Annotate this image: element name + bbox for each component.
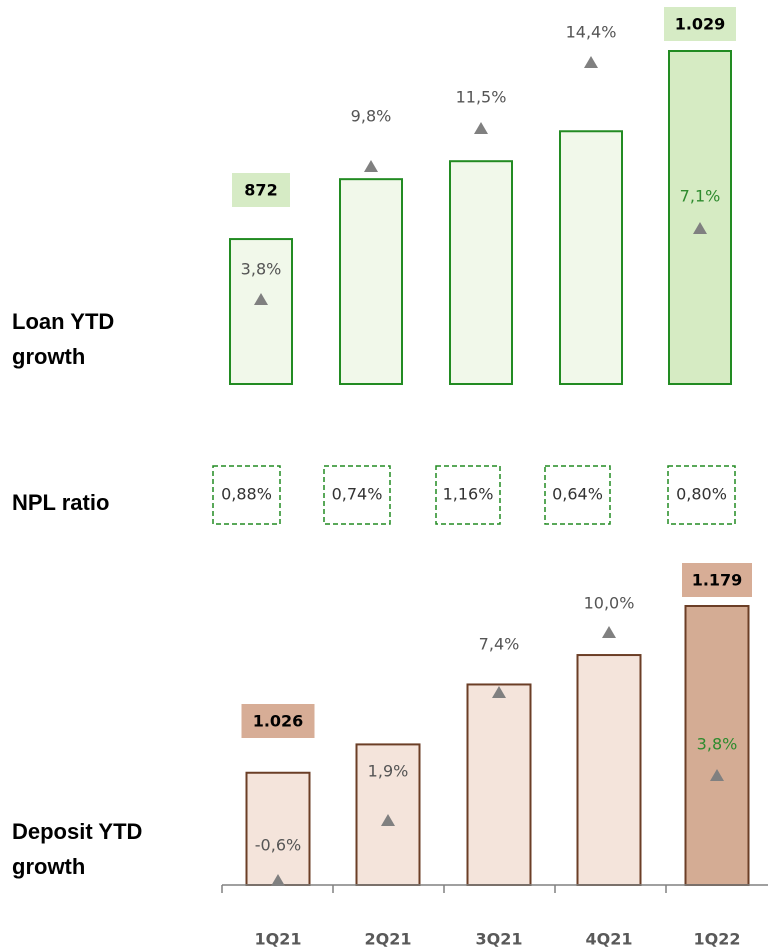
growth-label: 3,8% [697,735,738,754]
growth-label: 7,1% [680,187,721,206]
growth-label: 14,4% [566,23,617,42]
npl-label: 0,80% [676,485,727,504]
growth-label: 9,8% [351,107,392,126]
bar [229,238,293,385]
x-tick-label: 1Q21 [255,930,302,949]
value-label: 1.026 [253,712,304,731]
up-arrow [271,874,285,886]
up-arrow [710,769,724,781]
up-arrow [474,122,488,134]
x-tick-label: 3Q21 [476,930,523,949]
npl-box [435,465,501,525]
up-arrow [381,814,395,826]
growth-label: 3,8% [241,260,282,279]
npl-box [323,465,391,525]
npl-label: 0,74% [332,485,383,504]
growth-label: -0,6% [255,836,301,855]
growth-label: 1,9% [368,762,409,781]
npl-box [667,465,736,525]
bar [339,178,403,385]
npl-label: 0,64% [552,485,603,504]
up-arrow [693,222,707,234]
growth-label: 7,4% [479,635,520,654]
x-tick-label: 2Q21 [365,930,412,949]
growth-label: 11,5% [456,88,507,107]
value-label: 1.029 [675,15,726,34]
bar [576,654,642,886]
up-arrow [254,293,268,305]
npl-box [212,465,281,525]
value-label-box [664,7,736,41]
bar [668,50,732,385]
bar [684,605,750,886]
up-arrow [602,626,616,638]
value-label-box [241,704,315,738]
bar [559,130,623,385]
npl-label: 0,88% [221,485,272,504]
up-arrow [492,686,506,698]
value-label-box [232,173,290,207]
value-label: 872 [244,181,277,200]
bar [245,771,311,886]
value-label: 1.179 [692,571,743,590]
growth-label: 10,0% [584,594,635,613]
row-label: Deposit YTD growth [12,819,143,879]
row-label: NPL ratio [12,490,110,515]
up-arrow [364,160,378,172]
x-tick-label: 1Q22 [694,930,741,949]
bar [449,160,513,385]
row-label: Loan YTD growth [12,309,115,369]
bar [466,683,532,886]
npl-box [544,465,611,525]
npl-label: 1,16% [443,485,494,504]
x-tick-label: 4Q21 [586,930,633,949]
up-arrow [584,56,598,68]
value-label-box [682,563,752,597]
